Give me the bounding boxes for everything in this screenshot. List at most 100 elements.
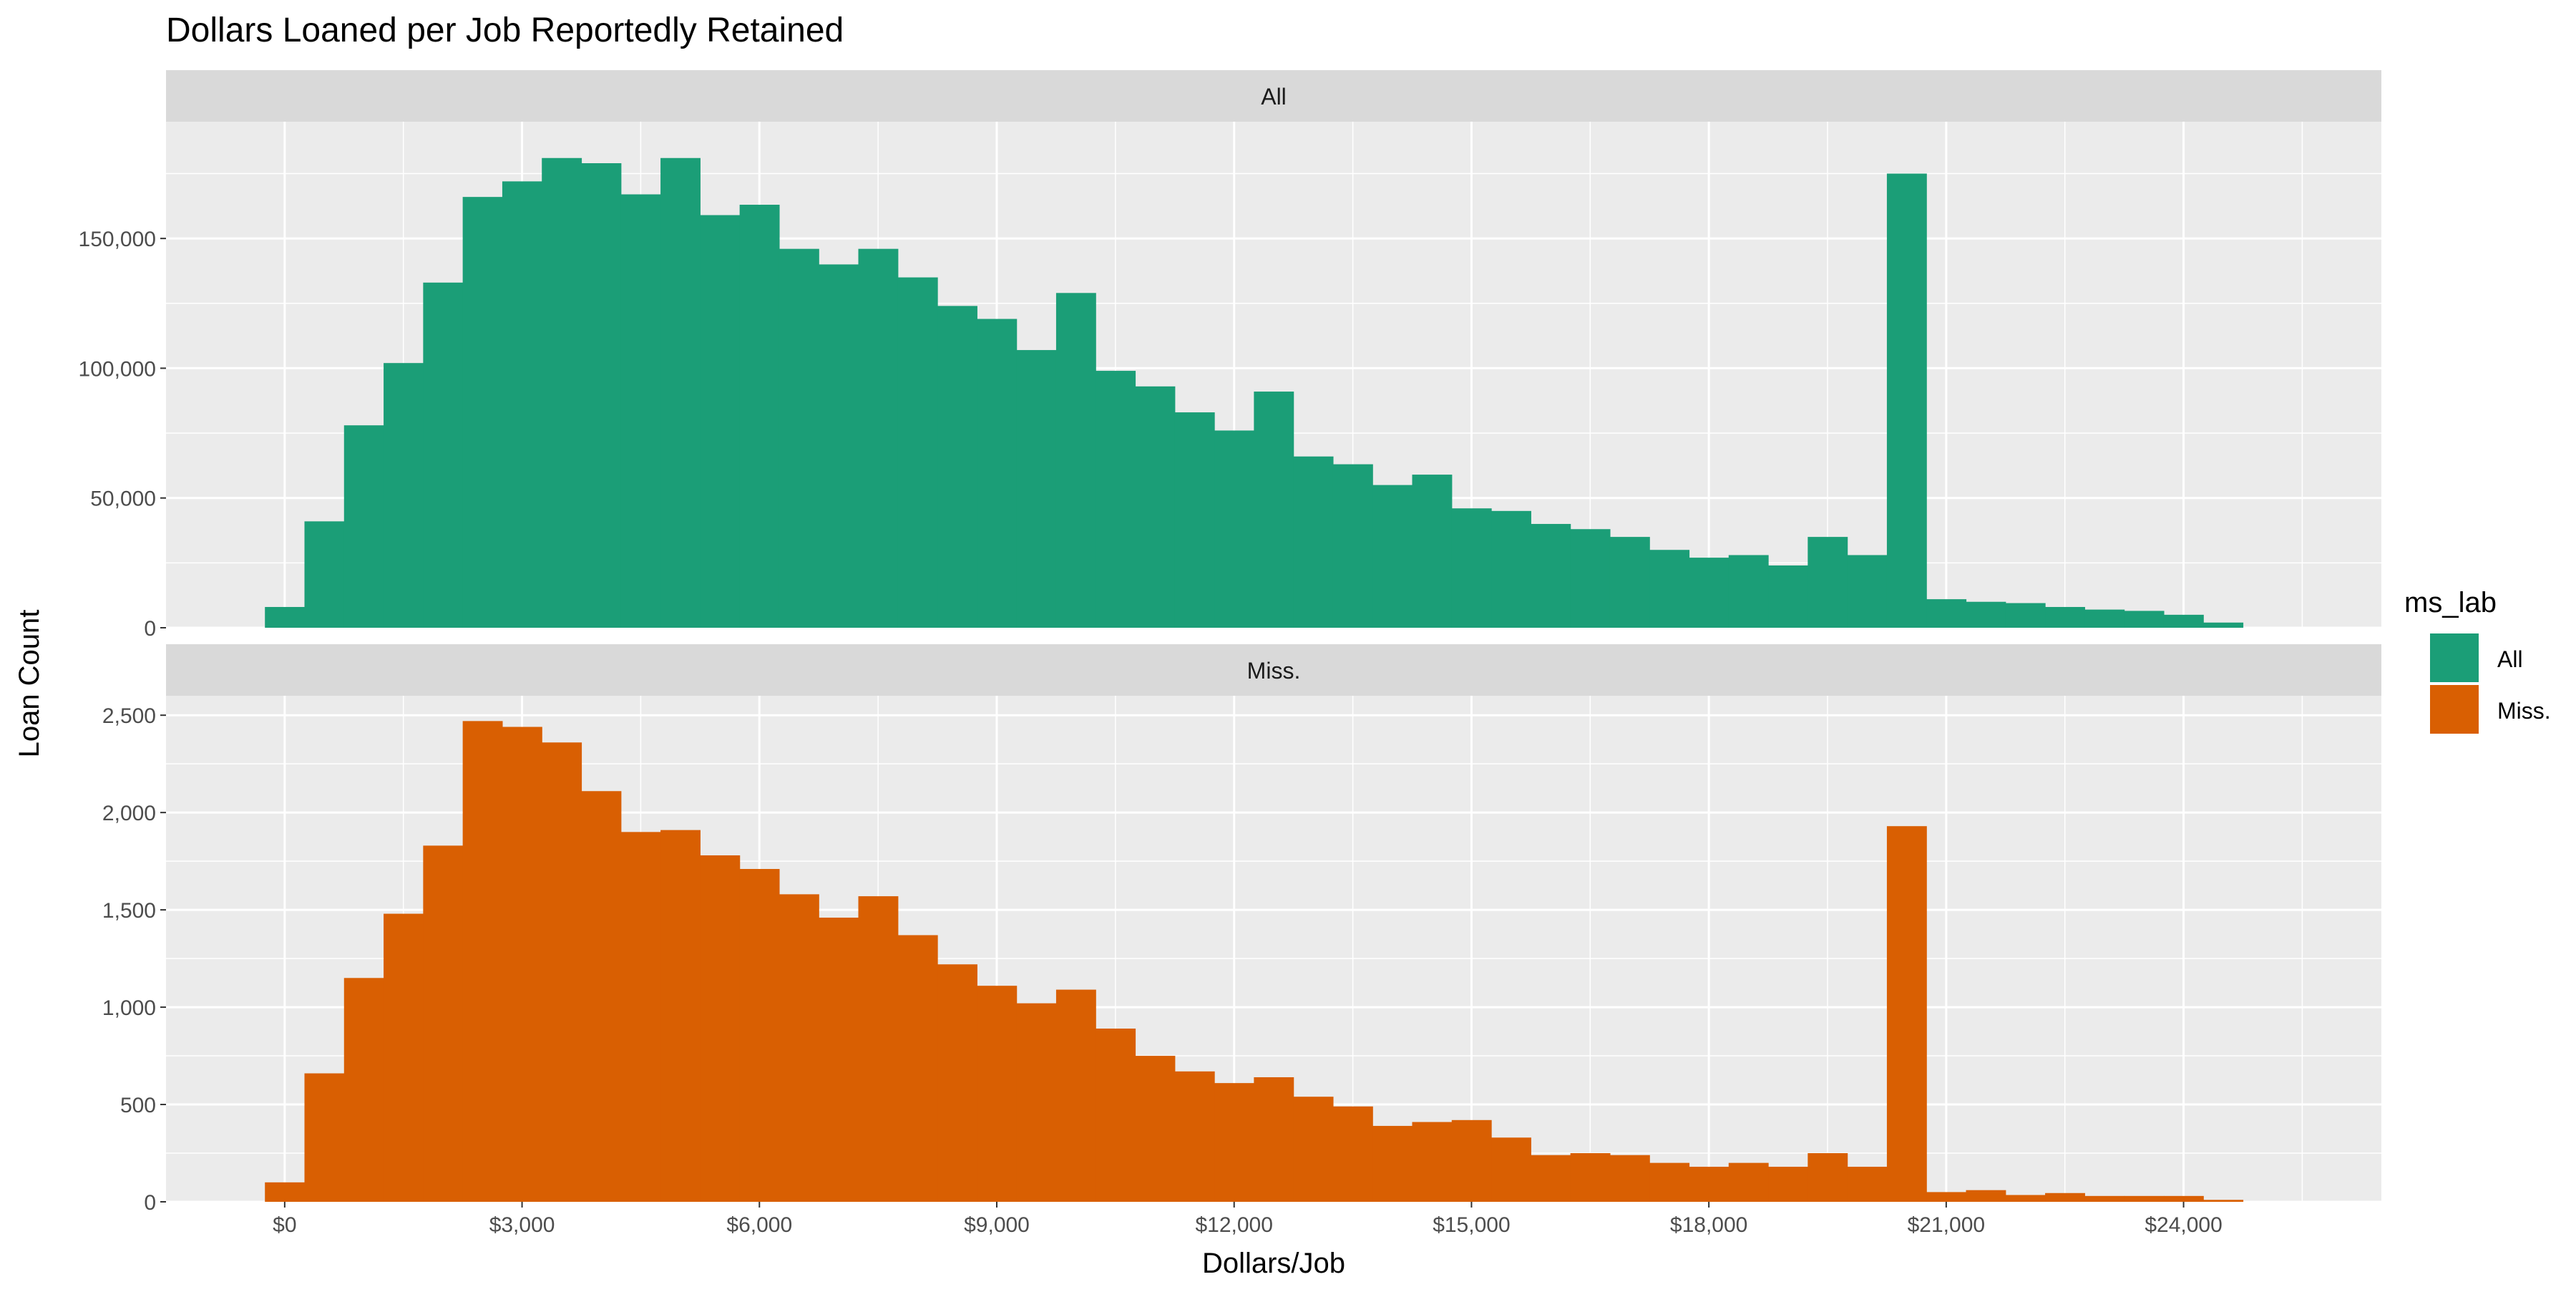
panel-miss: 0 500 1,000 1,500 2,000 2,500 (102, 696, 2381, 1215)
histogram-bar (700, 855, 741, 1202)
histogram-bar (1332, 464, 1373, 628)
histogram-bar (1055, 989, 1096, 1202)
histogram-bar (1096, 371, 1136, 628)
histogram-bar (2203, 622, 2244, 628)
strip-all-background (166, 70, 2381, 122)
x-tick-label: $3,000 (489, 1213, 555, 1237)
y-tick-label: 500 (120, 1094, 156, 1117)
histogram-bar (1531, 523, 1571, 628)
y-tick-label: 2,000 (102, 802, 156, 825)
histogram-bar (897, 935, 938, 1202)
histogram-bar (1372, 1125, 1413, 1202)
histogram-bar (1966, 1190, 2006, 1202)
histogram-bar (1531, 1155, 1571, 1202)
histogram-bar (739, 205, 780, 628)
histogram-bar (1728, 555, 1769, 628)
histogram-bar (1807, 1153, 1848, 1202)
x-tick-label: $21,000 (1908, 1213, 1985, 1237)
histogram-bar (1016, 350, 1057, 628)
histogram-bar (343, 425, 384, 628)
histogram-bar (1807, 537, 1848, 628)
legend-key-all (2430, 633, 2479, 682)
histogram-bar (620, 194, 661, 628)
histogram-bar (304, 1073, 345, 1202)
legend-label-miss: Miss. (2497, 698, 2551, 724)
histogram-bar (1214, 430, 1254, 628)
histogram-bar (1768, 1167, 1808, 1202)
histogram-bar (897, 277, 938, 628)
y-tick-label: 0 (144, 617, 156, 641)
histogram-bar (1055, 293, 1096, 628)
histogram-bar (819, 264, 859, 628)
histogram-bar (1332, 1106, 1373, 1202)
histogram-bar (1768, 565, 1808, 628)
x-tick-label: $6,000 (726, 1213, 792, 1237)
histogram-bar (937, 306, 977, 628)
histogram-bar (660, 157, 701, 628)
legend-label-all: All (2497, 646, 2523, 672)
histogram-bar (581, 791, 622, 1202)
histogram-bar (1966, 601, 2006, 628)
histogram-bar (1689, 1167, 1729, 1202)
histogram-bar (1135, 386, 1176, 628)
y-tick-label: 150,000 (79, 228, 156, 251)
histogram-bar (977, 319, 1018, 628)
y-tick-label: 1,500 (102, 899, 156, 923)
histogram-bar (1491, 1137, 1531, 1202)
legend-title: ms_lab (2404, 587, 2497, 618)
y-tick-label: 2,500 (102, 704, 156, 728)
histogram-bar (1174, 1071, 1215, 1202)
histogram-bar (1372, 485, 1413, 628)
histogram-bar (384, 363, 424, 628)
histogram-bar (2124, 1195, 2165, 1202)
histogram-bar (2005, 1195, 2046, 1202)
histogram-bar (423, 282, 464, 628)
panel-all: 0 50,000 100,000 150,000 (79, 122, 2381, 641)
histogram-bar (739, 869, 780, 1202)
histogram-bar (1886, 173, 1927, 628)
y-tick-label: 0 (144, 1191, 156, 1215)
histogram-bar (1254, 1077, 1294, 1202)
strip-miss-background (166, 644, 2381, 696)
histogram-bar (937, 964, 977, 1202)
histogram-bar (542, 742, 582, 1202)
histogram-bar (620, 832, 661, 1202)
histogram-bar (1491, 510, 1531, 628)
x-tick-label: $15,000 (1433, 1213, 1510, 1237)
histogram-bar (2163, 1195, 2204, 1202)
x-tick-label: $9,000 (964, 1213, 1030, 1237)
x-axis: $0 $3,000 $6,000 $9,000 $12,000 $15,000 $18,00… (273, 1202, 2223, 1237)
histogram-bar (1451, 1119, 1492, 1202)
strip-miss-label: Miss. (1247, 658, 1301, 684)
histogram-bar (858, 896, 899, 1202)
histogram-bar (1847, 555, 1888, 628)
histogram-bar (462, 721, 503, 1202)
histogram-bar (1649, 550, 1690, 628)
histogram-bar (1293, 456, 1334, 628)
y-tick-label: 50,000 (90, 487, 156, 511)
histogram-bar (1570, 529, 1611, 628)
histogram-bar (343, 978, 384, 1202)
histogram-bar (977, 986, 1018, 1202)
histogram-bar (265, 606, 306, 628)
histogram-bar (779, 894, 819, 1202)
histogram-bar (1293, 1097, 1334, 1202)
histogram-bar (1214, 1083, 1254, 1202)
histogram-bar (660, 830, 701, 1202)
histogram-bar (384, 913, 424, 1202)
histogram-bar (502, 181, 542, 628)
histogram-bar (1254, 392, 1294, 628)
histogram-bar (1096, 1028, 1136, 1202)
histogram-bar (1609, 537, 1650, 628)
histogram-bar (581, 163, 622, 628)
histogram-bar (1135, 1056, 1176, 1202)
histogram-bar (2005, 603, 2046, 628)
y-tick-label: 100,000 (79, 357, 156, 381)
histogram-bar (2045, 1193, 2085, 1202)
y-tick-label: 1,000 (102, 996, 156, 1020)
histogram-bar (2203, 1200, 2244, 1202)
x-tick-label: $12,000 (1195, 1213, 1272, 1237)
histogram-bar (858, 248, 899, 628)
